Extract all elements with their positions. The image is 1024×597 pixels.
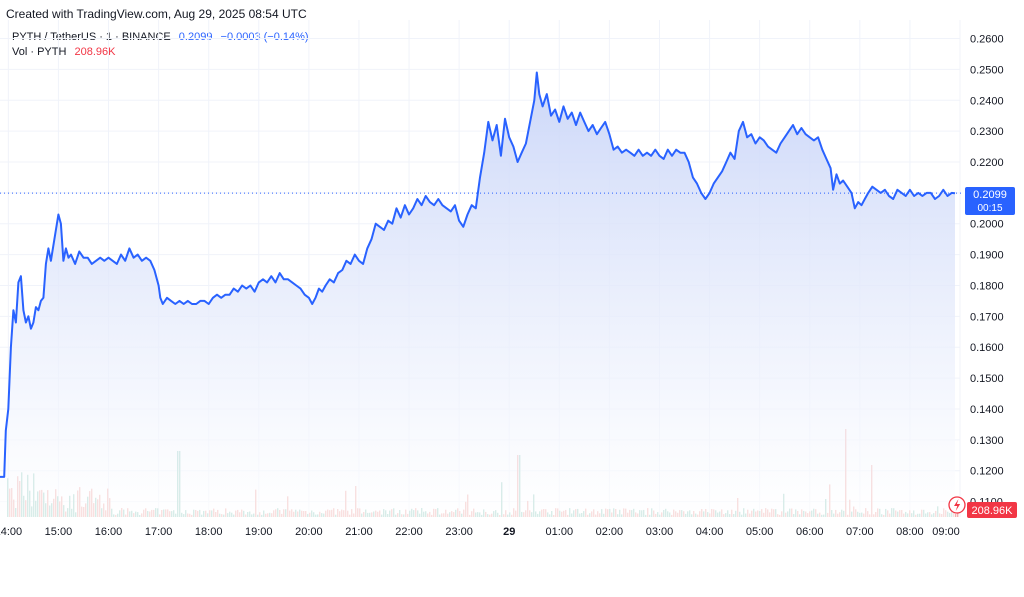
y-tick-label: 0.1300	[970, 435, 1004, 447]
legend-symbol-name[interactable]: PYTH / TetherUS · 1 · BINANCE	[12, 31, 171, 43]
last-price-badge-value: 0.2099	[973, 189, 1007, 201]
volume-badge-value: 208.96K	[972, 505, 1014, 517]
y-tick-label: 0.2200	[970, 157, 1004, 169]
y-tick-label: 0.1600	[970, 342, 1004, 354]
x-tick-label: 18:00	[195, 526, 223, 538]
x-tick-label: 05:00	[746, 526, 774, 538]
y-tick-label: 0.2000	[970, 219, 1004, 231]
x-tick-label: 07:00	[846, 526, 874, 538]
time-axis[interactable]: 14:00 15:00 16:00 17:00 18:00 19:00 20:00 21:00…	[0, 526, 960, 538]
legend-volume-value: 208.96K	[74, 46, 116, 58]
x-tick-label: 19:00	[245, 526, 273, 538]
x-tick-label: 21:00	[345, 526, 373, 538]
last-price-badge: 0.2099 00:15	[965, 187, 1015, 215]
legend-volume-label[interactable]: Vol · PYTH	[12, 46, 67, 58]
price-area-fill	[0, 72, 955, 517]
created-with-caption: Created with TradingView.com, Aug 29, 20…	[6, 7, 307, 21]
y-tick-label: 0.2500	[970, 64, 1004, 76]
x-tick-label: 23:00	[445, 526, 473, 538]
x-tick-label: 03:00	[646, 526, 674, 538]
x-tick-label: 02:00	[596, 526, 624, 538]
y-tick-label: 0.1900	[970, 250, 1004, 262]
legend-last-price: 0.2099	[178, 31, 213, 43]
y-tick-label: 0.1400	[970, 404, 1004, 416]
x-tick-label: 08:00	[896, 526, 924, 538]
y-tick-label: 0.2400	[970, 95, 1004, 107]
y-tick-label: 0.1500	[970, 373, 1004, 385]
volume-badge-group: 208.96K	[948, 496, 1017, 518]
x-tick-label: 06:00	[796, 526, 824, 538]
x-tick-label: 15:00	[45, 526, 73, 538]
x-tick-label: 04:00	[696, 526, 724, 538]
y-tick-label: 0.1200	[970, 466, 1004, 478]
x-tick-label: 29	[503, 526, 515, 538]
legend-change: −0.0003 (−0.14%)	[220, 31, 309, 43]
x-tick-label: 14:00	[0, 526, 22, 538]
x-tick-label: 20:00	[295, 526, 323, 538]
y-tick-label: 0.1800	[970, 280, 1004, 292]
x-tick-label: 16:00	[95, 526, 123, 538]
volume-bar	[957, 513, 959, 517]
volume-bar	[955, 514, 957, 517]
y-tick-label: 0.2300	[970, 126, 1004, 138]
price-axis[interactable]: 0.26000.25000.24000.23000.22000.21000.20…	[970, 34, 1004, 509]
legend-symbol-row[interactable]: PYTH / TetherUS · 1 · BINANCE 0.2099 −0.…	[12, 31, 314, 43]
x-tick-label: 22:00	[395, 526, 423, 538]
x-tick-label: 17:00	[145, 526, 173, 538]
bar-countdown: 00:15	[977, 203, 1002, 214]
legend-volume-row[interactable]: Vol · PYTH 208.96K	[12, 46, 120, 58]
x-tick-label: 01:00	[546, 526, 574, 538]
x-tick-label: 09:00	[932, 526, 960, 538]
price-line	[0, 71, 956, 478]
y-tick-label: 0.2600	[970, 34, 1004, 46]
y-tick-label: 0.1700	[970, 311, 1004, 323]
